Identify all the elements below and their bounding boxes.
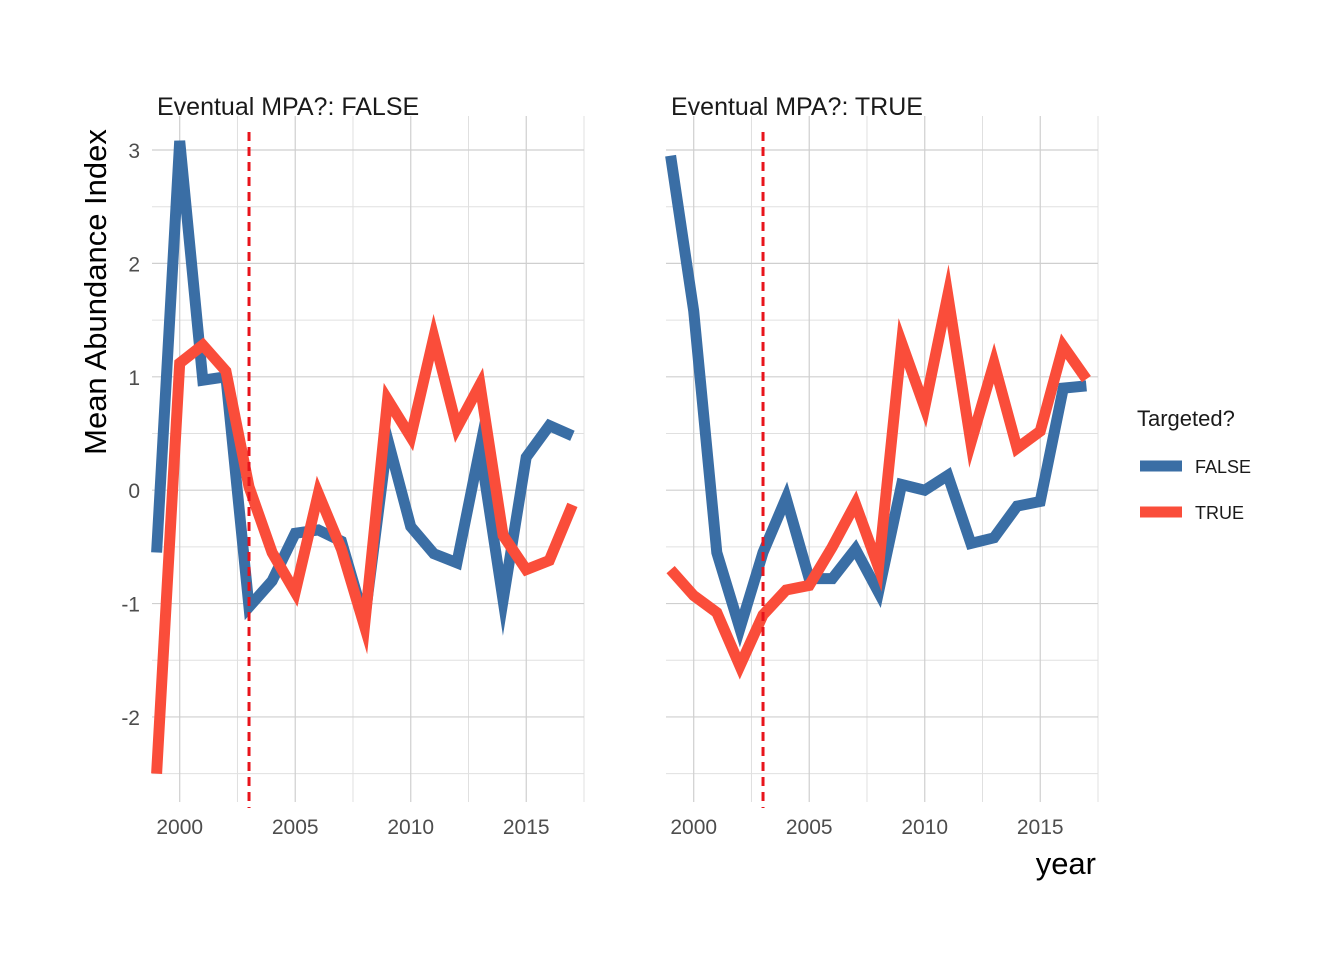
- legend-entries: FALSE TRUE: [1140, 457, 1251, 523]
- x-tick-label: 2000: [156, 816, 203, 839]
- major-gridlines: [152, 116, 584, 802]
- x-tick-label: 2005: [786, 816, 833, 839]
- y-tick-label: 3: [128, 140, 140, 163]
- facet-title: Eventual MPA?: TRUE: [671, 93, 923, 121]
- facet-panel-1: Eventual MPA?: FALSE 2000 2005 2010 2015: [151, 93, 585, 839]
- x-tick-label: 2000: [670, 816, 717, 839]
- facet-panel-2: Eventual MPA?: TRUE 2000 2005 2010 2015: [665, 93, 1099, 839]
- legend-label: TRUE: [1195, 503, 1244, 523]
- x-tick-label: 2015: [1017, 816, 1064, 839]
- x-tick-label: 2010: [901, 816, 948, 839]
- x-tick-label: 2015: [503, 816, 550, 839]
- legend: Targeted? FALSE TRUE: [1137, 406, 1251, 523]
- series-line-false: [665, 154, 1087, 648]
- legend-title: Targeted?: [1137, 406, 1235, 431]
- x-tick-label: 2005: [272, 816, 319, 839]
- minor-gridlines: [666, 116, 1099, 802]
- series-line-true: [666, 264, 1091, 680]
- facet-title: Eventual MPA?: FALSE: [157, 93, 419, 121]
- minor-gridlines: [152, 116, 585, 802]
- y-axis-title: Mean Abundance Index: [78, 129, 113, 455]
- y-tick-label: -2: [121, 707, 140, 730]
- series-line-true: [151, 313, 578, 775]
- x-tick-label: 2010: [387, 816, 434, 839]
- legend-item-false: FALSE: [1140, 457, 1251, 477]
- legend-item-true: TRUE: [1140, 503, 1244, 523]
- major-gridlines: [666, 116, 1098, 802]
- x-axis-title: year: [1036, 846, 1096, 881]
- legend-label: FALSE: [1195, 457, 1251, 477]
- y-axis-ticks: -2 -1 0 1 2 3: [121, 140, 140, 730]
- y-tick-label: -1: [121, 594, 140, 617]
- y-tick-label: 0: [128, 480, 140, 503]
- y-tick-label: 2: [128, 253, 140, 276]
- y-tick-label: 1: [128, 367, 140, 390]
